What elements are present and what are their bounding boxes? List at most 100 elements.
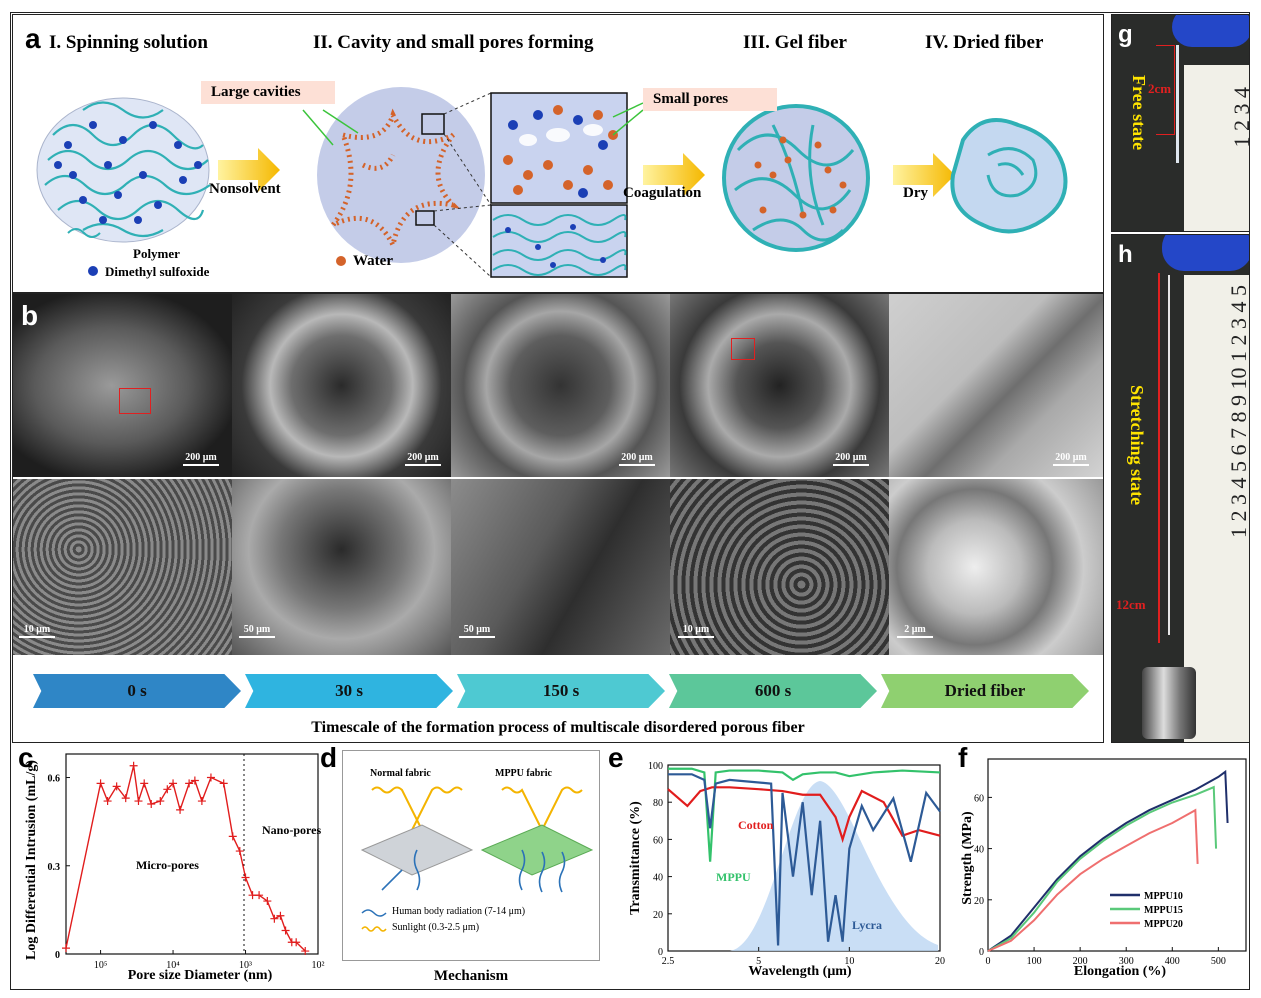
chart-e-ytick-label: 0 <box>658 947 663 958</box>
stage-3-title: III. Gel fiber <box>743 32 847 53</box>
legend-mppu: MPPU <box>716 870 751 884</box>
chart-e-xtick-label: 2.5 <box>662 956 675 965</box>
chart-c-point <box>206 773 215 782</box>
panel-a-label: a <box>25 23 41 54</box>
chart-c-point <box>176 805 185 814</box>
legend-water: Water <box>353 253 393 269</box>
chart-c-point <box>190 776 199 785</box>
chart-c-point <box>156 797 165 806</box>
scale-top-2: 200 μm <box>405 452 441 466</box>
stretching-state-label: Stretching state <box>1127 385 1147 506</box>
chart-e-line-lycra <box>668 773 941 946</box>
panel-g: g Free state 2cm 1 2 3 4 <box>1111 14 1250 232</box>
sem-bottom-150s <box>451 479 670 655</box>
chart-c-point <box>292 938 301 947</box>
chart-c-point <box>219 779 228 788</box>
chart-c-xtick-label: 10⁵ <box>94 960 108 970</box>
scale-bottom-3: 50 μm <box>459 624 495 638</box>
sem-top-600s <box>670 294 889 477</box>
chart-c-ytick-label: 0.3 <box>48 862 61 873</box>
chart-c-xtick-label: 10³ <box>239 960 252 970</box>
fiber-g <box>1176 45 1179 163</box>
dry-arrow <box>893 153 955 197</box>
dried-fiber-shape <box>950 118 1068 234</box>
chart-e-line-cotton <box>667 786 941 844</box>
panel-b: b 200 μm 200 μm 200 μm 200 μm 200 μm 10 … <box>12 293 1104 743</box>
chart-e-ytick-label: 20 <box>653 910 663 921</box>
legend-dmso: Dimethyl sulfoxide <box>105 264 210 279</box>
panel-g-label: g <box>1118 21 1133 48</box>
chart-f-line-mppu20 <box>987 808 1199 952</box>
panel-e-xlabel: Wavelength (μm) <box>748 964 852 979</box>
chart-e-xtick-label: 20 <box>935 956 945 965</box>
length-label-h: 12cm <box>1116 597 1146 612</box>
length-line-h <box>1158 273 1160 643</box>
step-600s: 600 s <box>669 674 877 708</box>
chart-f-line-mppu15 <box>987 785 1218 952</box>
chart-c-point <box>235 847 244 856</box>
small-pores-callout: Small pores <box>643 88 777 111</box>
chart-c-point <box>121 794 130 803</box>
chart-c-xtick-label: 10⁴ <box>166 960 180 970</box>
chart-e: 0 20 40 60 80 100 2.5 5 10 20 <box>648 761 945 965</box>
step-150s: 150 s <box>457 674 665 708</box>
chart-f-ytick-label: 0 <box>979 947 984 958</box>
zoom-box-600s <box>731 338 755 360</box>
panel-h: h Stretching state 12cm 1 2 3 4 5 6 7 8 … <box>1111 234 1250 743</box>
sem-top-0s <box>13 294 232 477</box>
legend-lycra: Lycra <box>852 918 882 932</box>
chart-c-point <box>62 944 70 953</box>
mechanism-caption: Mechanism <box>433 968 509 984</box>
panel-h-label: h <box>1118 241 1133 268</box>
chart-e-line-mppu <box>668 767 941 862</box>
zoom-box-0s <box>119 388 151 414</box>
panel-a: a I. Spinning solution II. Cavity and sm… <box>12 14 1104 293</box>
chart-f-line-mppu10 <box>987 769 1229 952</box>
body-radiation-band <box>730 781 938 951</box>
chart-c-point <box>134 797 143 806</box>
chart-f: 0 20 40 60 0 100 200 300 400 500 MPPU10 MPPU15 MPPU… <box>974 758 1247 965</box>
normal-fabric-label: Normal fabric <box>370 768 431 779</box>
timescale-caption: Timescale of the formation process of mu… <box>311 719 805 736</box>
scale-top-3: 200 μm <box>619 452 655 466</box>
legend-cotton: Cotton <box>738 818 774 832</box>
ruler-g-numbers: 1 2 3 4 <box>1229 87 1250 148</box>
chart-c-point <box>263 897 272 906</box>
panel-f-label: f <box>958 742 968 773</box>
chart-c-point <box>270 914 279 923</box>
panel-d <box>342 750 600 961</box>
panel-a-schematic <box>36 87 1068 278</box>
sem-top-150s <box>451 294 670 477</box>
weight-h <box>1142 667 1196 739</box>
step-0s: 0 s <box>33 674 241 708</box>
scale-top-4: 200 μm <box>833 452 869 466</box>
chart-c-point <box>301 947 310 956</box>
chart-c-point <box>147 800 156 808</box>
legend-sunlight: Sunlight (0.3-2.5 μm) <box>392 922 480 933</box>
chart-c-ytick-label: 0 <box>55 950 60 961</box>
legend-body-radiation: Human body radiation (7-14 μm) <box>392 906 526 917</box>
length-label-g: 2cm <box>1148 81 1172 96</box>
glove-h <box>1162 235 1249 271</box>
chart-f-ytick-label: 60 <box>974 793 984 804</box>
chart-f-xtick-label: 400 <box>1165 956 1180 965</box>
chart-c-point <box>281 926 290 935</box>
mechanism-legend-icons <box>361 909 387 932</box>
chart-f-ytick-label: 20 <box>974 896 984 907</box>
chart-e-ytick-label: 40 <box>653 873 663 884</box>
gel-fiber-circle <box>722 104 870 252</box>
mppu-fabric-mesh <box>480 824 594 876</box>
ruler-h <box>1184 275 1249 742</box>
scale-top-5: 200 μm <box>1053 452 1089 466</box>
fiber-h <box>1168 275 1170 635</box>
stage-4-title: IV. Dried fiber <box>925 32 1044 53</box>
chart-c-point <box>241 873 250 882</box>
panel-e-label: e <box>608 742 624 773</box>
chart-f-xtick-label: 100 <box>1027 956 1042 965</box>
scale-bottom-4: 10 μm <box>678 624 714 638</box>
free-state-label: Free state <box>1129 75 1149 151</box>
chart-c-point <box>129 761 138 770</box>
chart-c-point <box>163 785 172 794</box>
chart-f-legend-label: MPPU20 <box>1144 919 1183 930</box>
dry-label: Dry <box>903 185 928 201</box>
